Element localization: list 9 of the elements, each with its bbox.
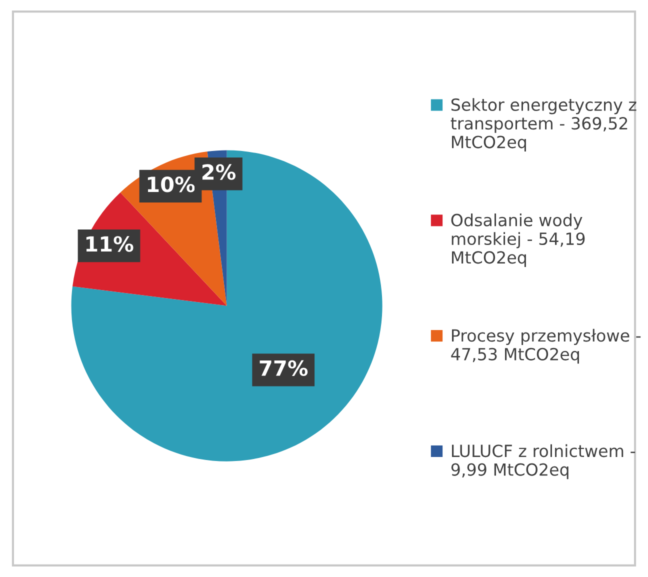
pie-slice [71, 150, 382, 462]
legend-label: LULUCF z rolnictwem - 9,99 MtCO2eq [451, 444, 636, 480]
legend-label: Procesy przemysłowe - 47,53 MtCO2eq [451, 328, 641, 364]
legend-label: Odsalanie wody morskiej - 54,19 MtCO2eq [451, 213, 585, 267]
legend-label: Sektor energetyczny z transportem - 369,52 MtCO2eq [450, 98, 636, 152]
data-label: 10% [148, 176, 195, 192]
data-label: 11% [86, 236, 134, 252]
data-label: 77% [260, 360, 308, 376]
data-label: 2% [202, 164, 236, 180]
